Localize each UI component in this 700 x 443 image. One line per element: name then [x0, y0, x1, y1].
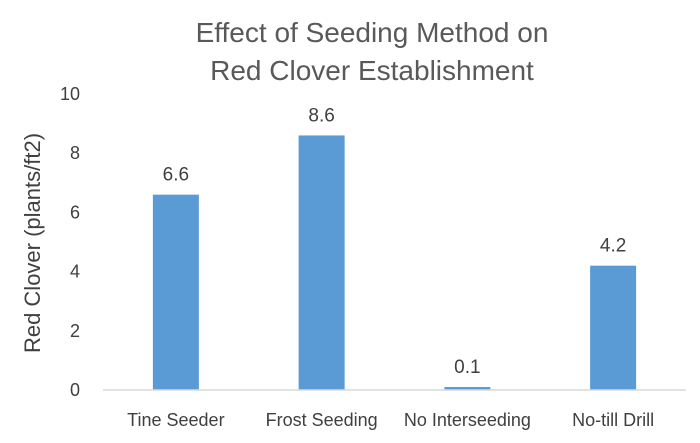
- chart-title-line-1: Effect of Seeding Method on: [196, 17, 549, 48]
- x-category-label: Frost Seeding: [266, 410, 378, 430]
- y-axis-label: Red Clover (plants/ft2): [20, 133, 45, 353]
- bar: [444, 387, 491, 390]
- bar-series: 6.6 8.6 0.1 4.2: [152, 105, 637, 390]
- y-tick-label: 4: [70, 262, 80, 282]
- bar-data-label: 8.6: [308, 105, 334, 126]
- x-category-label: No-till Drill: [572, 410, 654, 430]
- chart-title-line-2: Red Clover Establishment: [210, 55, 534, 86]
- bar: [590, 265, 637, 390]
- y-tick-label: 10: [60, 84, 80, 104]
- y-tick-label: 2: [70, 321, 80, 341]
- y-axis: 0 2 4 6 8 10: [60, 84, 80, 400]
- bar: [298, 135, 345, 390]
- bar-data-label: 6.6: [163, 165, 189, 186]
- x-axis: Tine Seeder Frost Seeding No Interseeding N…: [127, 410, 654, 430]
- bar-data-label: 0.1: [454, 357, 480, 378]
- y-tick-label: 6: [70, 202, 80, 222]
- x-category-label: Tine Seeder: [127, 410, 224, 430]
- y-tick-label: 8: [70, 143, 80, 163]
- bar-data-label: 4.2: [600, 236, 626, 257]
- bar: [152, 194, 199, 390]
- y-tick-label: 0: [70, 380, 80, 400]
- x-category-label: No Interseeding: [404, 410, 531, 430]
